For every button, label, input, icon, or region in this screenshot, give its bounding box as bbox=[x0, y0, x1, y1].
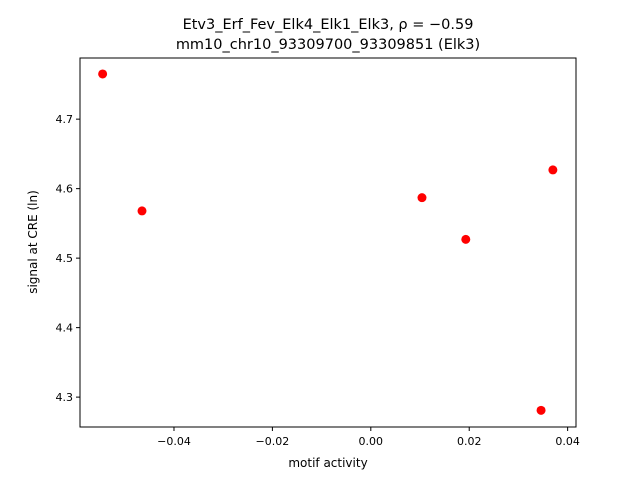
chart-title: Etv3_Erf_Fev_Elk4_Elk1_Elk3, ρ = −0.59 bbox=[183, 17, 474, 33]
data-point bbox=[98, 69, 108, 79]
y-axis-label: signal at CRE (ln) bbox=[26, 190, 40, 294]
data-point bbox=[461, 234, 471, 244]
plot-frame bbox=[79, 57, 577, 428]
data-point bbox=[536, 405, 546, 415]
chart-subtitle: mm10_chr10_93309700_93309851 (Elk3) bbox=[176, 37, 480, 53]
x-axis-label: motif activity bbox=[288, 456, 367, 470]
x-tick-label: 0.04 bbox=[555, 435, 580, 448]
data-point bbox=[417, 193, 427, 203]
x-tick-label: 0.00 bbox=[359, 435, 384, 448]
x-tick-label: 0.02 bbox=[457, 435, 482, 448]
data-point bbox=[137, 206, 147, 216]
y-tick-label: 4.4 bbox=[56, 322, 74, 335]
data-point bbox=[548, 165, 558, 175]
y-tick-label: 4.6 bbox=[56, 183, 74, 196]
y-tick-label: 4.3 bbox=[56, 391, 74, 404]
x-tick-label: −0.02 bbox=[256, 435, 290, 448]
y-tick-label: 4.5 bbox=[56, 252, 74, 265]
y-tick-label: 4.7 bbox=[56, 113, 74, 126]
x-tick-label: −0.04 bbox=[157, 435, 191, 448]
